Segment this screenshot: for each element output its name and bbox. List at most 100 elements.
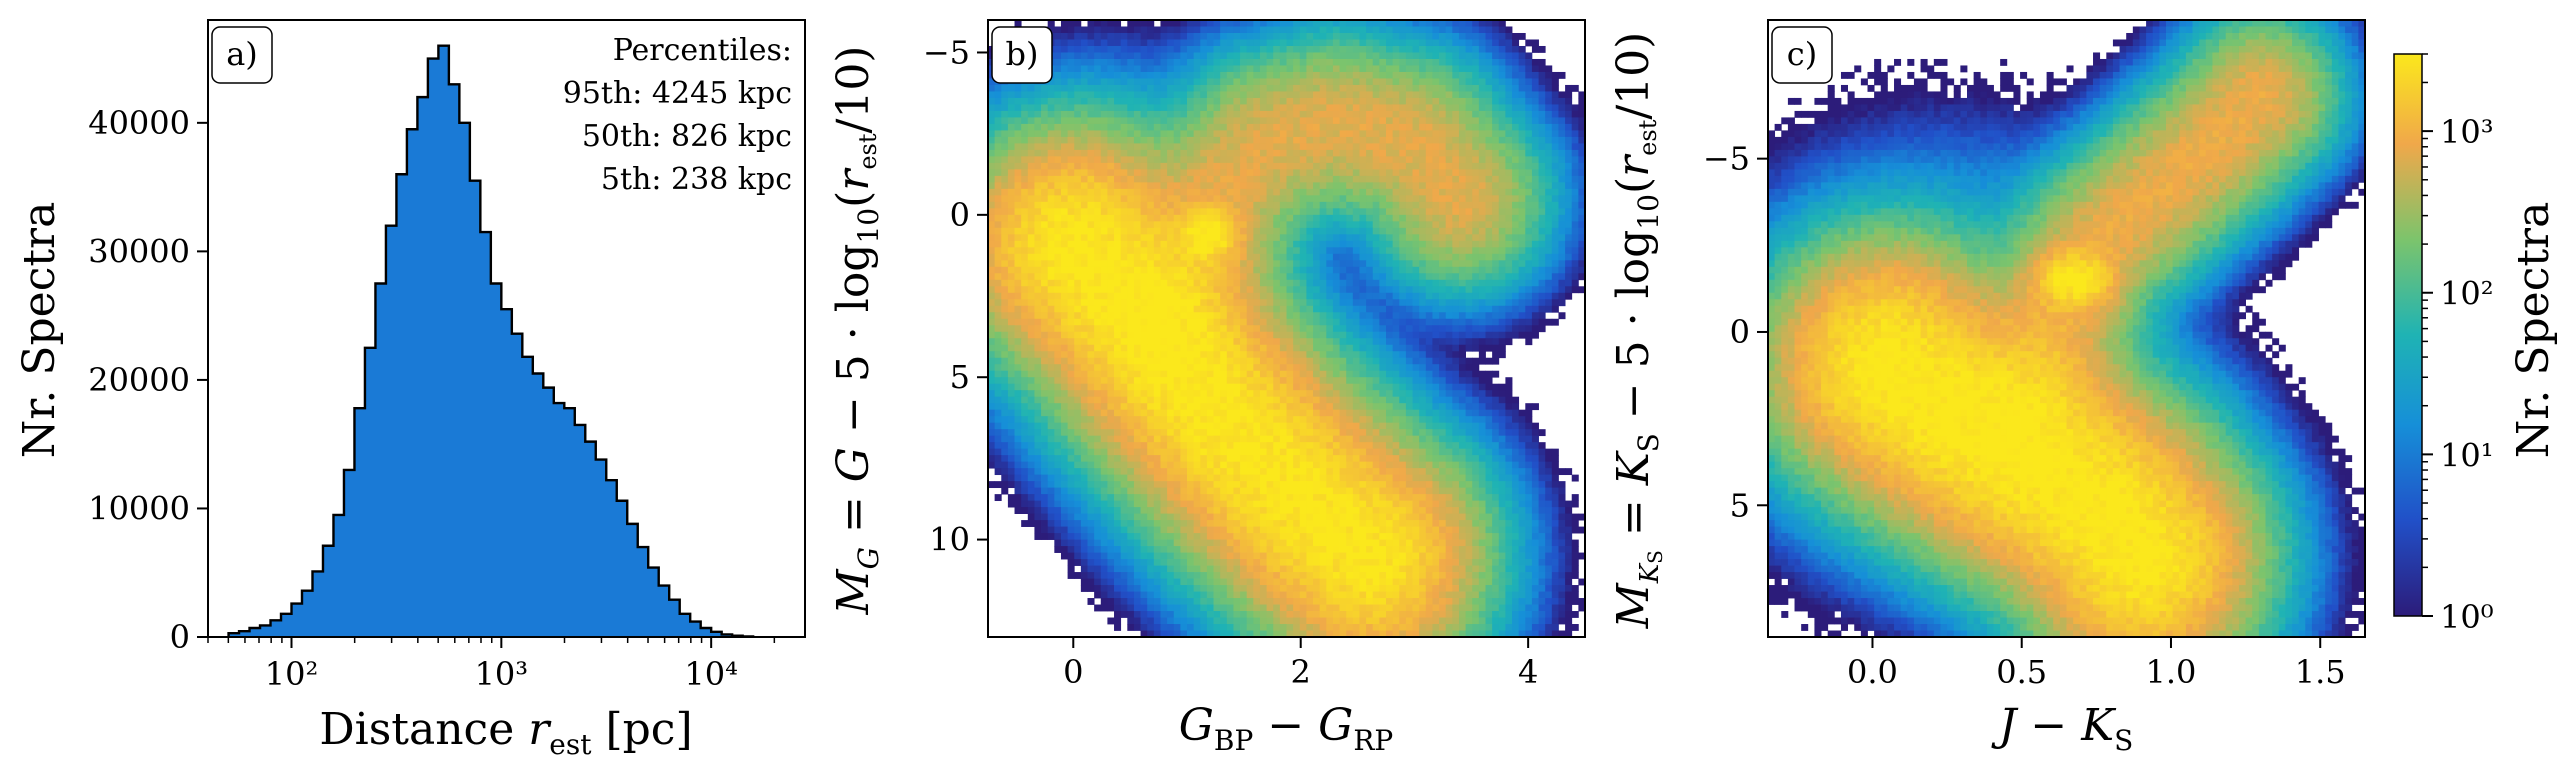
heatmap-cell (1147, 214, 1155, 222)
heatmap-cell (988, 305, 996, 313)
heatmap-cell (1332, 208, 1340, 216)
heatmap-cell (1021, 188, 1029, 196)
heatmap-cell (1067, 195, 1075, 203)
heatmap-cell (1313, 201, 1321, 209)
heatmap-cell (1518, 318, 1526, 326)
heatmap-cell (988, 188, 996, 196)
heatmap-cell (1094, 91, 1102, 99)
heatmap-cell (1094, 234, 1102, 242)
heatmap-cell (1359, 221, 1367, 229)
heatmap-cell (1545, 123, 1553, 131)
heatmap-cell (1193, 104, 1201, 112)
heatmap-cell (1445, 292, 1453, 300)
heatmap-cell (1100, 253, 1108, 261)
heatmap-cell (1326, 247, 1334, 255)
heatmap-cell (1259, 136, 1267, 144)
heatmap-cell (1133, 91, 1141, 99)
heatmap-cell (1160, 169, 1168, 177)
heatmap-cell (1206, 104, 1214, 112)
heatmap-cell (1332, 234, 1340, 242)
heatmap-cell (1299, 344, 1307, 352)
heatmap-cell (1545, 260, 1553, 268)
heatmap-cell (1386, 357, 1394, 365)
heatmap-cell (1512, 130, 1520, 138)
heatmap-cell (1107, 357, 1115, 365)
heatmap-cell (1465, 279, 1473, 287)
heatmap-cell (1041, 247, 1049, 255)
heatmap-cell (1153, 214, 1161, 222)
heatmap-cell (1173, 91, 1181, 99)
heatmap-cell (1425, 286, 1433, 294)
heatmap-cell (988, 78, 996, 86)
heatmap-cell (1319, 149, 1327, 157)
heatmap-cell (1498, 292, 1506, 300)
heatmap-cell (1319, 162, 1327, 170)
heatmap-cell (1538, 247, 1546, 255)
heatmap-cell (1505, 39, 1513, 47)
heatmap-cell (1432, 52, 1440, 60)
heatmap-cell (1220, 130, 1228, 138)
heatmap-cell (1332, 318, 1340, 326)
heatmap-cell (1339, 58, 1347, 66)
heatmap-cell (1293, 247, 1301, 255)
heatmap-cell (1332, 351, 1340, 359)
heatmap-cell (1107, 370, 1115, 378)
heatmap-cell (1213, 286, 1221, 294)
heatmap-cell (1253, 214, 1261, 222)
heatmap-cell (1047, 364, 1055, 372)
heatmap-cell (1233, 104, 1241, 112)
heatmap-cell (1153, 331, 1161, 339)
heatmap-cell (1173, 110, 1181, 118)
heatmap-cell (1326, 130, 1334, 138)
heatmap-cell (1412, 58, 1420, 66)
heatmap-cell (1107, 156, 1115, 164)
heatmap-cell (1100, 182, 1108, 190)
heatmap-cell (1372, 260, 1380, 268)
heatmap-cell (1558, 240, 1566, 248)
heatmap-cell (1518, 292, 1526, 300)
heatmap-cell (1293, 162, 1301, 170)
heatmap-cell (1399, 39, 1407, 47)
heatmap-cell (1492, 214, 1500, 222)
heatmap-cell (1220, 377, 1228, 385)
heatmap-cell (1346, 325, 1354, 333)
heatmap-cell (1187, 234, 1195, 242)
heatmap-cell (1080, 39, 1088, 47)
heatmap-cell (988, 214, 996, 222)
heatmap-cell (1107, 364, 1115, 372)
heatmap-cell (1147, 364, 1155, 372)
heatmap-cell (1140, 71, 1148, 79)
heatmap-cell (1571, 214, 1579, 222)
heatmap-cell (1445, 156, 1453, 164)
heatmap-cell (1551, 227, 1559, 235)
heatmap-cell (1492, 136, 1500, 144)
heatmap-cell (1565, 175, 1573, 183)
heatmap-cell (1478, 253, 1486, 261)
heatmap-cell (1392, 344, 1400, 352)
heatmap-cell (1047, 351, 1055, 359)
heatmap-cell (1293, 377, 1301, 385)
heatmap-cell (1346, 110, 1354, 118)
heatmap-cell (1253, 234, 1261, 242)
heatmap-cell (994, 370, 1002, 378)
heatmap-cell (1279, 104, 1287, 112)
heatmap-cell (1240, 357, 1248, 365)
heatmap-cell (1319, 377, 1327, 385)
heatmap-cell (1100, 383, 1108, 391)
heatmap-cell (1253, 84, 1261, 92)
heatmap-cell (1538, 195, 1546, 203)
heatmap-cell (1332, 299, 1340, 307)
heatmap-cell (1114, 344, 1122, 352)
heatmap-cell (1432, 253, 1440, 261)
heatmap-cell (1087, 78, 1095, 86)
heatmap-cell (1273, 78, 1281, 86)
heatmap-cell (1233, 351, 1241, 359)
heatmap-cell (1405, 136, 1413, 144)
heatmap-cell (1419, 325, 1427, 333)
heatmap-cell (1167, 110, 1175, 118)
heatmap-cell (1027, 299, 1035, 307)
heatmap-cell (1346, 357, 1354, 365)
heatmap-cell (1525, 175, 1533, 183)
heatmap-cell (1167, 338, 1175, 346)
heatmap-cell (1100, 279, 1108, 287)
